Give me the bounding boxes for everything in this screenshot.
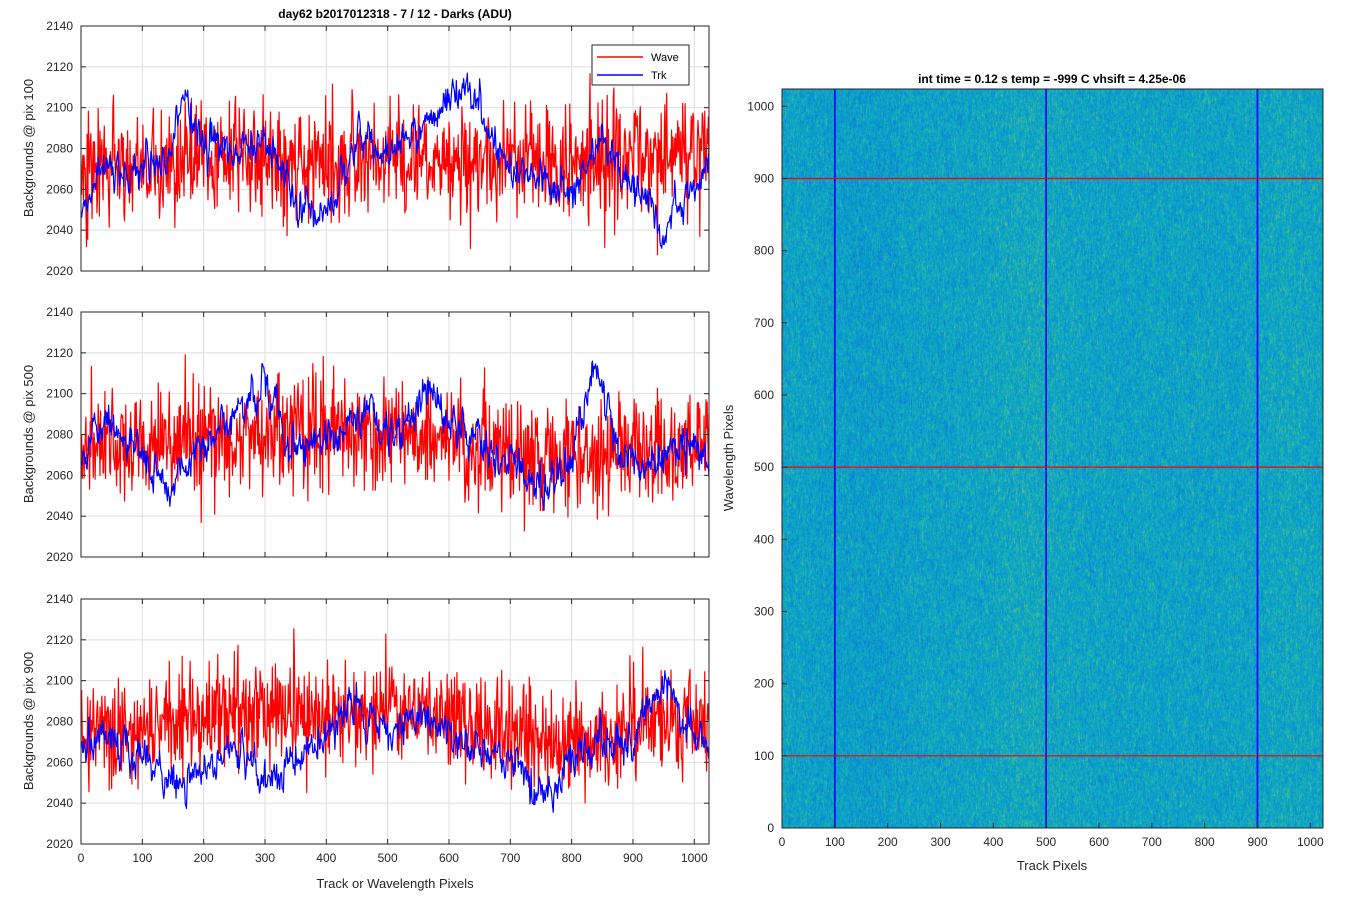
x-tick-label: 400 (983, 835, 1003, 849)
y-tick-label: 600 (754, 388, 774, 402)
x-tick-label: 900 (1247, 835, 1267, 849)
y-tick-label: 100 (754, 749, 774, 763)
x-tick-label: 500 (378, 851, 398, 865)
y-axis-label: Backgrounds @ pix 500 (21, 365, 36, 503)
y-tick-labels: 2020 2040 2060 2080 2100 2120 2140 (46, 19, 73, 278)
y-tick-label: 2020 (46, 550, 73, 564)
x-tick-label: 1000 (1297, 835, 1324, 849)
wave-line (81, 354, 710, 532)
y-tick-label: 0 (767, 821, 774, 835)
x-tick-label: 100 (825, 835, 845, 849)
subplot-pix-900: 2020 2040 2060 2080 2100 2120 2140 0 100 200 300 4… (21, 592, 710, 891)
y-tick-label: 2140 (46, 19, 73, 33)
y-tick-label: 2140 (46, 305, 73, 319)
series-trk (81, 72, 710, 249)
heatmap-panel: int time = 0.12 s temp = -999 C vhsift =… (721, 72, 1324, 873)
heatmap-image (782, 89, 1323, 828)
y-tick-label: 2080 (46, 428, 73, 442)
y-tick-label: 2120 (46, 346, 73, 360)
y-tick-label: 800 (754, 244, 774, 258)
y-tick-label: 2100 (46, 101, 73, 115)
heatmap-y-axis-label: Wavelength Pixels (721, 404, 736, 511)
x-tick-label: 100 (132, 851, 152, 865)
heatmap-overlay-lines (782, 89, 1323, 828)
y-tick-label: 2080 (46, 715, 73, 729)
x-tick-labels: 0 100 200 300 400 500 600 700 800 900 1000 (779, 835, 1324, 849)
x-tick-label: 700 (1142, 835, 1162, 849)
y-tick-label: 2060 (46, 182, 73, 196)
x-tick-label: 600 (1089, 835, 1109, 849)
y-tick-labels: 2020 2040 2060 2080 2100 2120 2140 (46, 305, 73, 564)
y-tick-labels: 0 100 200 300 400 500 600 700 800 900 1000 (747, 99, 774, 835)
y-tick-label: 2060 (46, 468, 73, 482)
x-tick-label: 0 (779, 835, 786, 849)
x-tick-label: 300 (255, 851, 275, 865)
series-trk (81, 360, 710, 512)
y-tick-label: 2120 (46, 60, 73, 74)
x-axis-label: Track or Wavelength Pixels (316, 876, 474, 891)
y-tick-label: 500 (754, 460, 774, 474)
series-trk (81, 670, 710, 813)
series-wave (81, 354, 710, 532)
y-tick-label: 1000 (747, 99, 774, 113)
trk-line (81, 360, 710, 512)
x-tick-label: 0 (78, 851, 85, 865)
trk-line (81, 72, 710, 249)
y-tick-label: 2120 (46, 633, 73, 647)
x-tick-label: 300 (930, 835, 950, 849)
x-tick-label: 900 (623, 851, 643, 865)
figure-title: day62 b2017012318 - 7 / 12 - Darks (ADU) (278, 7, 511, 21)
tick-marks (80, 25, 709, 272)
legend-trk-label: Trk (651, 70, 667, 82)
series-wave (81, 628, 710, 804)
wave-line (81, 628, 710, 804)
y-tick-label: 2080 (46, 142, 73, 156)
y-axis-label: Backgrounds @ pix 900 (21, 652, 36, 790)
y-tick-label: 200 (754, 677, 774, 691)
y-tick-label: 900 (754, 171, 774, 185)
x-tick-label: 200 (194, 851, 214, 865)
x-tick-label: 600 (439, 851, 459, 865)
y-tick-label: 300 (754, 604, 774, 618)
trk-line (81, 670, 710, 813)
tick-marks (80, 311, 709, 558)
x-tick-label: 800 (1195, 835, 1215, 849)
heatmap-x-axis-label: Track Pixels (1017, 858, 1088, 873)
y-tick-label: 400 (754, 532, 774, 546)
x-tick-label: 200 (878, 835, 898, 849)
y-tick-label: 700 (754, 316, 774, 330)
x-tick-label: 400 (316, 851, 336, 865)
x-tick-label: 700 (500, 851, 520, 865)
legend-wave-label: Wave (651, 52, 679, 64)
y-tick-label: 2060 (46, 755, 73, 769)
legend-box (591, 44, 690, 86)
heatmap-title: int time = 0.12 s temp = -999 C vhsift =… (918, 72, 1186, 86)
y-axis-label: Backgrounds @ pix 100 (21, 79, 36, 217)
subplot-pix-100: day62 b2017012318 - 7 / 12 - Darks (ADU)… (21, 7, 710, 278)
heatmap-axes-box (781, 88, 1324, 829)
y-tick-label: 2100 (46, 387, 73, 401)
subplot-pix-500: 2020 2040 2060 2080 2100 2120 2140 Backgrounds… (21, 305, 710, 564)
tick-marks (781, 105, 1311, 829)
y-tick-label: 2020 (46, 264, 73, 278)
y-tick-label: 2040 (46, 223, 73, 237)
wave-line (81, 73, 710, 256)
y-tick-label: 2040 (46, 509, 73, 523)
x-tick-label: 500 (1036, 835, 1056, 849)
legend: Wave Trk (591, 44, 690, 86)
y-tick-label: 2020 (46, 837, 73, 851)
y-tick-labels: 2020 2040 2060 2080 2100 2120 2140 (46, 592, 73, 851)
x-tick-label: 800 (562, 851, 582, 865)
y-tick-label: 2100 (46, 674, 73, 688)
y-tick-label: 2040 (46, 796, 73, 810)
x-tick-labels: 0 100 200 300 400 500 600 700 800 900 1000 (78, 851, 708, 865)
y-tick-label: 2140 (46, 592, 73, 606)
tick-marks (80, 598, 709, 845)
x-tick-label: 1000 (681, 851, 708, 865)
series-wave (81, 73, 710, 256)
